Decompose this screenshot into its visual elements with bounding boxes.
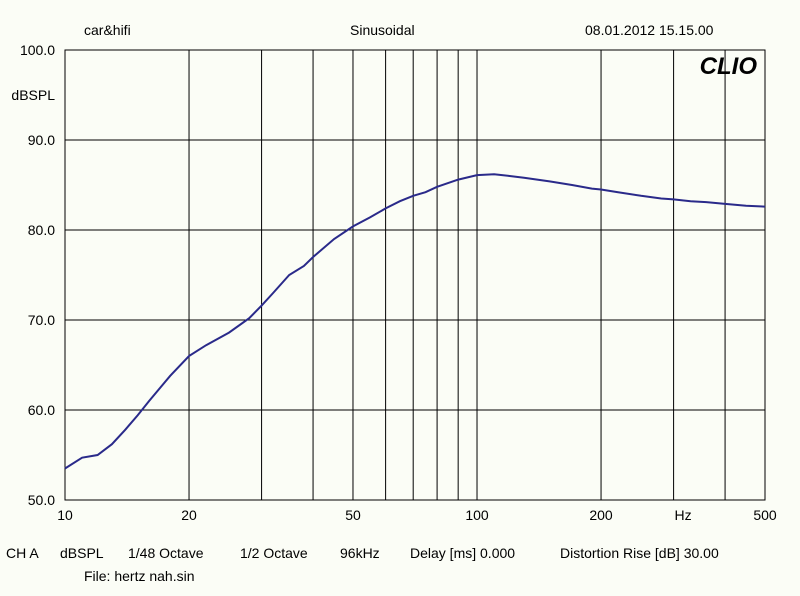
- svg-text:50: 50: [345, 507, 361, 523]
- clio-logo: CLIO: [700, 53, 758, 80]
- footer-part: 1/48 Octave: [128, 545, 204, 561]
- svg-text:100: 100: [465, 507, 489, 523]
- footer-part: Delay [ms] 0.000: [410, 545, 515, 561]
- footer-part: Distortion Rise [dB] 30.00: [560, 545, 719, 561]
- svg-text:90.0: 90.0: [28, 132, 55, 148]
- svg-text:80.0: 80.0: [28, 222, 55, 238]
- footer-part: 96kHz: [340, 545, 380, 561]
- footer-part: CH A: [6, 545, 39, 561]
- footer-line-2: File: hertz nah.sin: [84, 568, 195, 584]
- svg-text:20: 20: [181, 507, 197, 523]
- svg-text:200: 200: [589, 507, 613, 523]
- svg-text:100.0: 100.0: [20, 42, 55, 58]
- svg-text:10: 10: [57, 507, 73, 523]
- footer-part: 1/2 Octave: [240, 545, 308, 561]
- svg-text:50.0: 50.0: [28, 492, 55, 508]
- svg-text:500: 500: [753, 507, 777, 523]
- svg-text:dBSPL: dBSPL: [11, 87, 55, 103]
- svg-text:60.0: 60.0: [28, 402, 55, 418]
- footer-part: dBSPL: [60, 545, 104, 561]
- frequency-response-chart: 50.0 60.0 70.0 80.0 90.0 100.0 dBSPL 10 20 50 100 2…: [0, 0, 800, 596]
- svg-text:70.0: 70.0: [28, 312, 55, 328]
- svg-text:Hz: Hz: [674, 507, 691, 523]
